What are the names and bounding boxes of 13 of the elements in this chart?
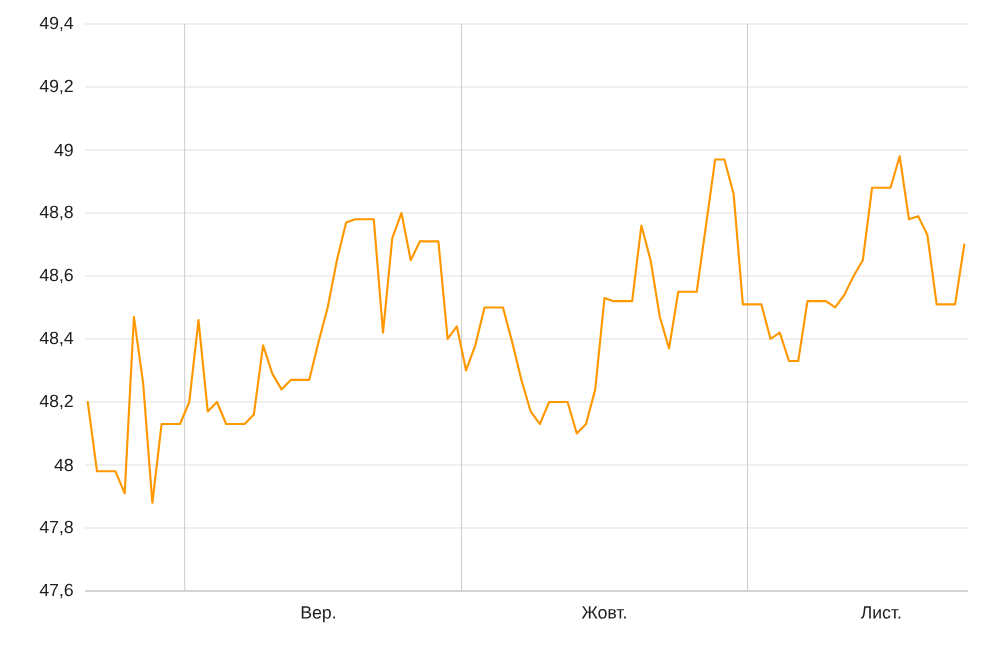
y-tick-label: 49 (54, 143, 73, 157)
y-tick-label: 49,2 (39, 79, 73, 95)
y-tick-label: 48,4 (39, 331, 74, 347)
y-tick-label: 47,6 (39, 583, 73, 599)
y-tick-label: 48,6 (39, 268, 73, 284)
x-tick-label: Лист. (860, 606, 901, 619)
y-tick-label: 47,8 (39, 520, 73, 536)
y-tick-label: 49,4 (39, 16, 74, 32)
y-tick-label: 48,2 (39, 394, 73, 410)
x-tick-label: Жовт. (581, 606, 626, 619)
x-tick-label: Вер. (301, 606, 335, 623)
y-tick-label: 48,8 (39, 205, 73, 221)
y-tick-label: 48 (54, 458, 73, 472)
